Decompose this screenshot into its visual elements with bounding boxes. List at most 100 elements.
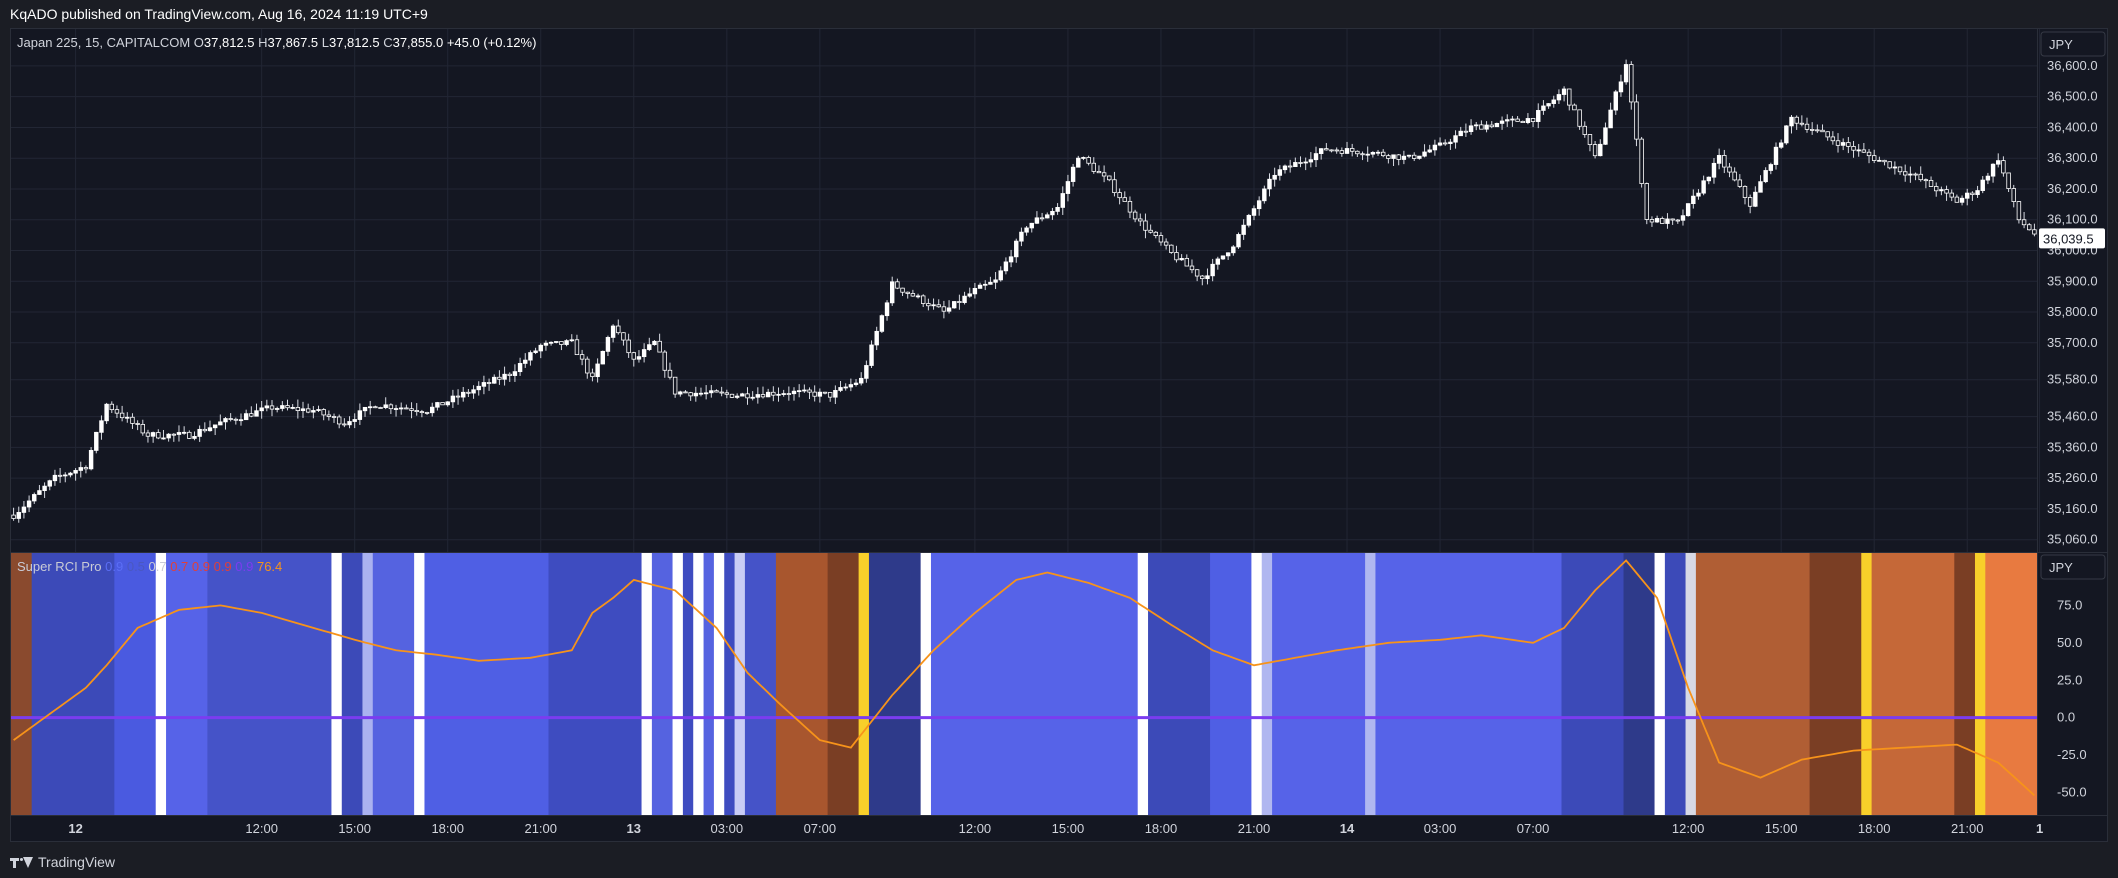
candle-body: [347, 421, 352, 426]
candle: [212, 424, 218, 436]
candle-body: [972, 287, 978, 295]
candle: [21, 500, 27, 519]
candle-body: [1577, 109, 1582, 127]
candle-body: [1298, 162, 1303, 164]
candle-body: [1318, 148, 1324, 154]
indicator-tick-label: 75.0: [2057, 597, 2082, 612]
candle-body: [130, 416, 135, 424]
candle: [569, 334, 574, 343]
candle: [68, 471, 73, 478]
candle: [1220, 255, 1226, 260]
candle-body: [941, 306, 947, 312]
candle-body: [1463, 130, 1469, 133]
candle: [1985, 172, 1991, 185]
candle: [326, 410, 332, 421]
candle: [1076, 155, 1081, 168]
candle-body: [817, 391, 823, 397]
time-tick-label: 07:00: [804, 821, 837, 836]
price-tick-label: 36,400.0: [2047, 119, 2098, 134]
candle: [83, 465, 89, 474]
candle: [1391, 154, 1396, 166]
candle: [1293, 157, 1298, 168]
candle-body: [393, 408, 399, 410]
price-tick-label: 36,500.0: [2047, 89, 2098, 104]
candle: [1706, 176, 1712, 185]
candle: [1830, 131, 1836, 145]
candle: [1923, 178, 1929, 189]
candle-body: [228, 418, 233, 420]
candle: [300, 401, 306, 418]
price-tick-label: 35,460.0: [2047, 409, 2098, 424]
candle: [238, 413, 244, 426]
candle-body: [1866, 151, 1872, 157]
candle-body: [967, 293, 972, 297]
candle-body: [1406, 154, 1412, 157]
candle-body: [662, 351, 668, 371]
candle: [1360, 151, 1365, 161]
candle: [698, 387, 704, 397]
candle: [1954, 194, 1960, 203]
time-axis: 12 12:00 15:00 18:00 21:00 13 03:00 07:00 12:00 1…: [68, 821, 2043, 836]
candle-body: [554, 341, 559, 343]
candle: [807, 387, 812, 400]
chart-area[interactable]: 36,600.0 36,500.0 36,400.0 36,300.0 36,200.0…: [10, 28, 2108, 842]
candle: [161, 429, 166, 440]
time-tick-label: 21:00: [1951, 821, 1984, 836]
candle: [1086, 155, 1091, 166]
candle: [621, 332, 626, 346]
candle: [1887, 161, 1892, 170]
candle: [1649, 216, 1655, 227]
rci-band: [1809, 553, 1862, 815]
candle: [1975, 185, 1980, 198]
candle: [1660, 216, 1665, 224]
candle-body: [946, 307, 952, 312]
candle: [1691, 189, 1696, 209]
candle-body: [745, 393, 750, 399]
candle: [559, 341, 564, 351]
candle-body: [461, 391, 466, 398]
rci-band: [1375, 553, 1563, 815]
chart-svg[interactable]: 36,600.0 36,500.0 36,400.0 36,300.0 36,200.0…: [11, 29, 2107, 841]
candle-body: [729, 393, 735, 398]
candle-body: [693, 392, 699, 397]
candle-body: [238, 419, 244, 422]
tradingview-brand[interactable]: TradingView: [10, 852, 115, 872]
candle: [424, 411, 430, 415]
candle-body: [1768, 164, 1774, 171]
candle-body: [166, 433, 171, 439]
candle-body: [16, 512, 21, 519]
candle: [342, 418, 347, 428]
rci-band: [920, 553, 932, 815]
candle: [1236, 232, 1241, 249]
candle: [1856, 143, 1861, 157]
candle: [1928, 176, 1934, 187]
candle-body: [1499, 120, 1505, 124]
rci-band: [424, 553, 550, 815]
candle: [331, 413, 337, 423]
candle-body: [698, 392, 704, 395]
time-tick-label: 18:00: [1145, 821, 1178, 836]
candle-body: [1236, 234, 1241, 248]
candle-body: [1732, 171, 1737, 181]
candle-body: [1980, 179, 1985, 191]
candle: [1437, 137, 1443, 147]
candle: [94, 431, 99, 454]
candle: [1644, 182, 1649, 225]
candle: [336, 414, 342, 429]
candle: [1396, 153, 1401, 166]
candle: [1525, 113, 1531, 125]
candle-body: [962, 295, 967, 303]
candle-body: [378, 407, 383, 409]
candle: [1882, 159, 1887, 166]
candle: [1406, 154, 1412, 159]
candle: [259, 400, 264, 419]
candle-body: [140, 424, 146, 434]
candle-body: [1789, 116, 1794, 127]
candle: [1287, 159, 1293, 173]
candle: [869, 340, 874, 369]
candle: [1753, 186, 1758, 208]
candle: [1654, 215, 1660, 223]
candle: [595, 358, 600, 383]
candle-body: [719, 391, 724, 394]
candle-body: [109, 403, 114, 411]
